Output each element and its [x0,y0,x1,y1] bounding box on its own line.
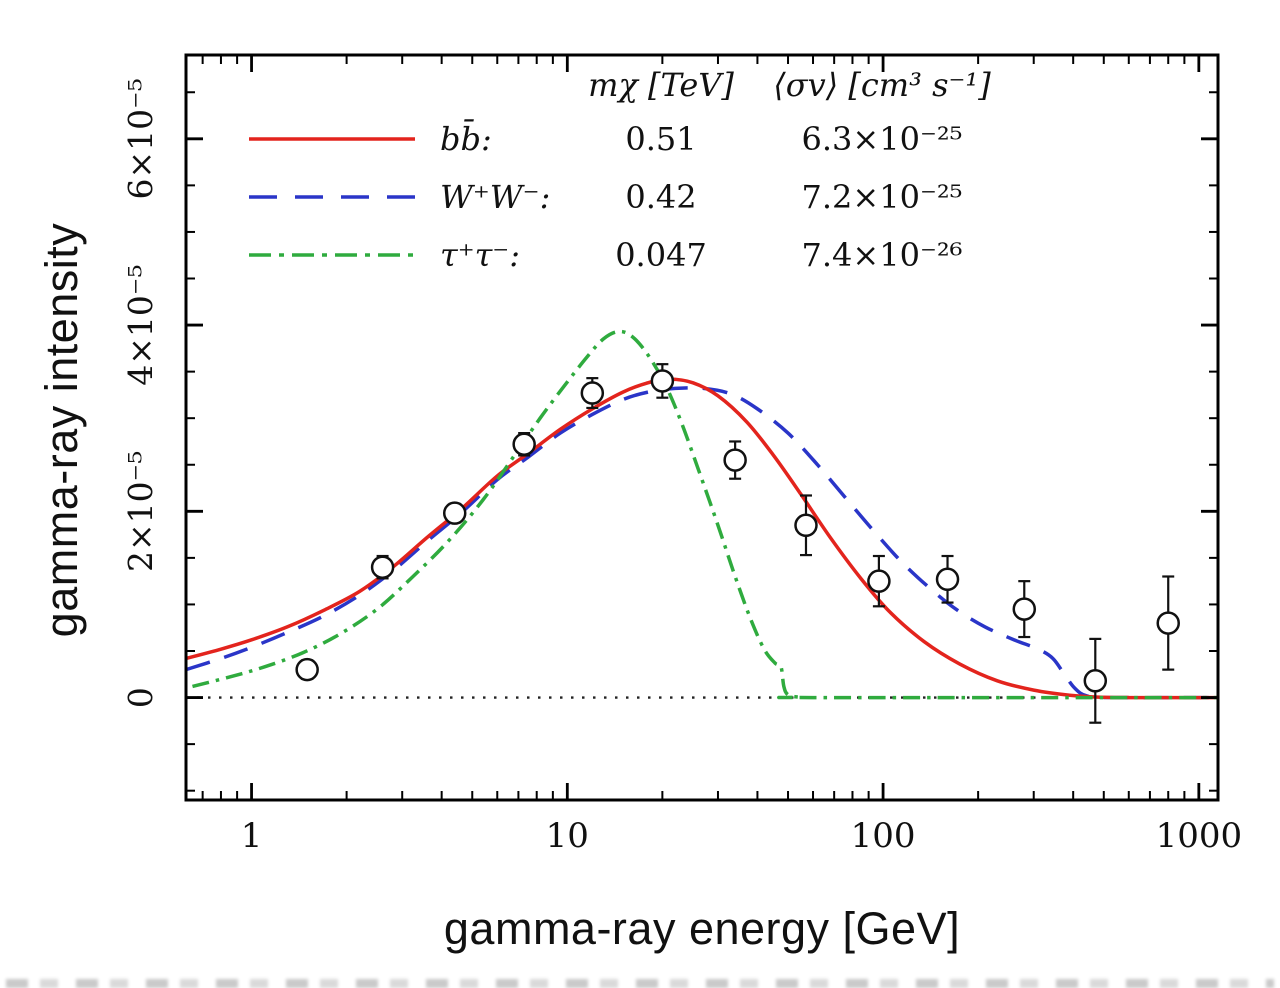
svg-text:2×10⁻⁵: 2×10⁻⁵ [121,451,160,572]
cropped-caption-strip [6,979,1274,988]
legend-row-bb: bb̄: 0.51 6.3×10⁻²⁵ [246,110,1028,168]
legend-line-ww-icon [246,185,426,209]
legend-header-row: mχ [TeV] ⟨σv⟩ [cm³ s⁻¹] [246,60,1028,110]
legend-mass-tautau: 0.047 [615,236,707,274]
x-axis-title: gamma-ray energy [GeV] [443,903,961,954]
y-axis-title: gamma-ray intensity [36,222,87,638]
svg-text:6×10⁻⁵: 6×10⁻⁵ [121,78,160,199]
legend-sigma-ww: 7.2×10⁻²⁵ [801,178,963,216]
legend-mass-bb: 0.51 [625,120,697,158]
svg-text:10: 10 [546,816,589,856]
legend-sigma-bb: 6.3×10⁻²⁵ [801,120,963,158]
legend-row-tautau: τ⁺τ⁻: 0.047 7.4×10⁻²⁶ [246,226,1028,284]
legend-mass-header: mχ [TeV] [588,66,734,104]
legend-line-tautau-icon [246,243,426,267]
svg-text:100: 100 [851,816,916,856]
legend-label-ww: W⁺W⁻: [440,178,551,216]
legend-row-ww: W⁺W⁻: 0.42 7.2×10⁻²⁵ [246,168,1028,226]
legend-label-bb: bb̄: [440,120,492,158]
svg-text:0: 0 [121,687,160,708]
legend-sigma-tautau: 7.4×10⁻²⁶ [801,236,963,274]
legend-label-tautau: τ⁺τ⁻: [440,236,520,274]
legend-line-bb-icon [246,127,426,151]
legend-mass-ww: 0.42 [625,178,697,216]
svg-text:4×10⁻⁵: 4×10⁻⁵ [121,264,160,385]
legend-sigma-header: ⟨σv⟩ [cm³ s⁻¹] [773,66,991,104]
svg-text:1000: 1000 [1156,816,1243,856]
svg-text:1: 1 [241,816,263,856]
chart-legend: mχ [TeV] ⟨σv⟩ [cm³ s⁻¹] bb̄: 0.51 6.3×10… [246,60,1028,284]
